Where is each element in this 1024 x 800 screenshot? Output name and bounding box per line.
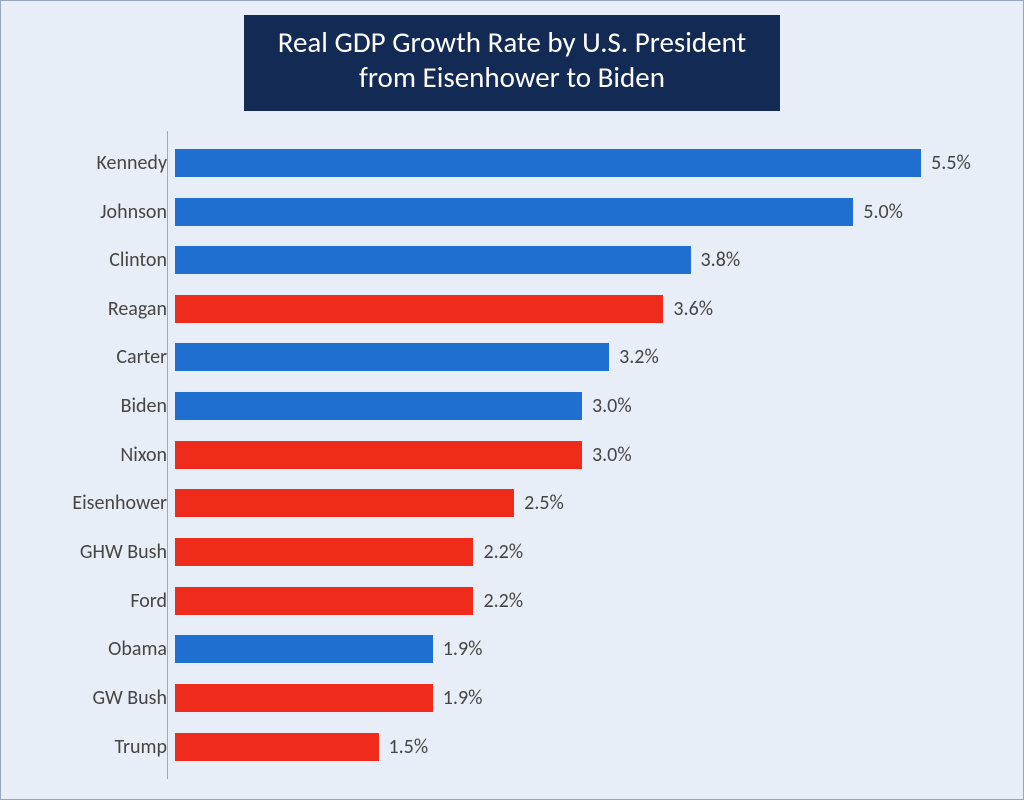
category-label: Eisenhower — [35, 491, 175, 515]
value-label: 1.5% — [379, 735, 429, 759]
value-label: 2.2% — [473, 540, 523, 564]
chart-container: Real GDP Growth Rate by U.S. President f… — [0, 0, 1024, 800]
value-label: 3.0% — [582, 394, 632, 418]
bar-row: Ford 2.2% — [35, 587, 989, 615]
plot-area: Kennedy 5.5% Johnson 5.0% Clinton 3.8% Reagan 3… — [35, 131, 989, 779]
bar-row: Clinton 3.8% — [35, 246, 989, 274]
value-label: 1.9% — [433, 637, 483, 661]
value-label: 3.6% — [663, 297, 713, 321]
category-label: GW Bush — [35, 686, 175, 710]
bar-track: 5.5% — [175, 149, 989, 177]
bar-row: Obama 1.9% — [35, 635, 989, 663]
bar-row: Reagan 3.6% — [35, 295, 989, 323]
category-label: Biden — [35, 394, 175, 418]
value-label: 3.8% — [691, 248, 741, 272]
category-label: Reagan — [35, 297, 175, 321]
value-label: 2.2% — [473, 589, 523, 613]
category-label: Trump — [35, 735, 175, 759]
bar-row: Johnson 5.0% — [35, 198, 989, 226]
bar-row: Carter 3.2% — [35, 343, 989, 371]
bar-track: 3.6% — [175, 295, 989, 323]
category-label: GHW Bush — [35, 540, 175, 564]
bar-track: 3.8% — [175, 246, 989, 274]
value-label: 2.5% — [514, 491, 564, 515]
bar — [175, 392, 582, 420]
bar-row: GW Bush 1.9% — [35, 684, 989, 712]
bar-row: Biden 3.0% — [35, 392, 989, 420]
bar-row: Eisenhower 2.5% — [35, 489, 989, 517]
value-label: 3.2% — [609, 345, 659, 369]
bar-track: 5.0% — [175, 198, 989, 226]
bar — [175, 489, 514, 517]
bar-row: Trump 1.5% — [35, 733, 989, 761]
chart-title-line2: from Eisenhower to Biden — [278, 60, 747, 95]
category-label: Johnson — [35, 200, 175, 224]
bar — [175, 587, 473, 615]
bar — [175, 635, 433, 663]
bar — [175, 246, 691, 274]
bar — [175, 198, 853, 226]
category-label: Ford — [35, 589, 175, 613]
bar-track: 3.0% — [175, 441, 989, 469]
bar-track: 1.5% — [175, 733, 989, 761]
bar-track: 1.9% — [175, 684, 989, 712]
bar-track: 3.0% — [175, 392, 989, 420]
value-label: 1.9% — [433, 686, 483, 710]
bar-track: 2.2% — [175, 538, 989, 566]
bar — [175, 733, 379, 761]
bar — [175, 295, 663, 323]
bar — [175, 441, 582, 469]
category-label: Obama — [35, 637, 175, 661]
category-label: Clinton — [35, 248, 175, 272]
value-label: 3.0% — [582, 443, 632, 467]
bar-track: 3.2% — [175, 343, 989, 371]
bar-row: Nixon 3.0% — [35, 441, 989, 469]
value-label: 5.0% — [853, 200, 903, 224]
bar-track: 2.5% — [175, 489, 989, 517]
category-label: Carter — [35, 345, 175, 369]
bar-row: Kennedy 5.5% — [35, 149, 989, 177]
value-label: 5.5% — [921, 151, 971, 175]
bar-row: GHW Bush 2.2% — [35, 538, 989, 566]
y-axis-line — [167, 131, 168, 779]
category-label: Kennedy — [35, 151, 175, 175]
bar-track: 1.9% — [175, 635, 989, 663]
chart-title-box: Real GDP Growth Rate by U.S. President f… — [244, 15, 781, 111]
bar — [175, 149, 921, 177]
bar — [175, 684, 433, 712]
category-label: Nixon — [35, 443, 175, 467]
bar-track: 2.2% — [175, 587, 989, 615]
bar — [175, 538, 473, 566]
bar — [175, 343, 609, 371]
chart-title-line1: Real GDP Growth Rate by U.S. President — [278, 25, 747, 60]
